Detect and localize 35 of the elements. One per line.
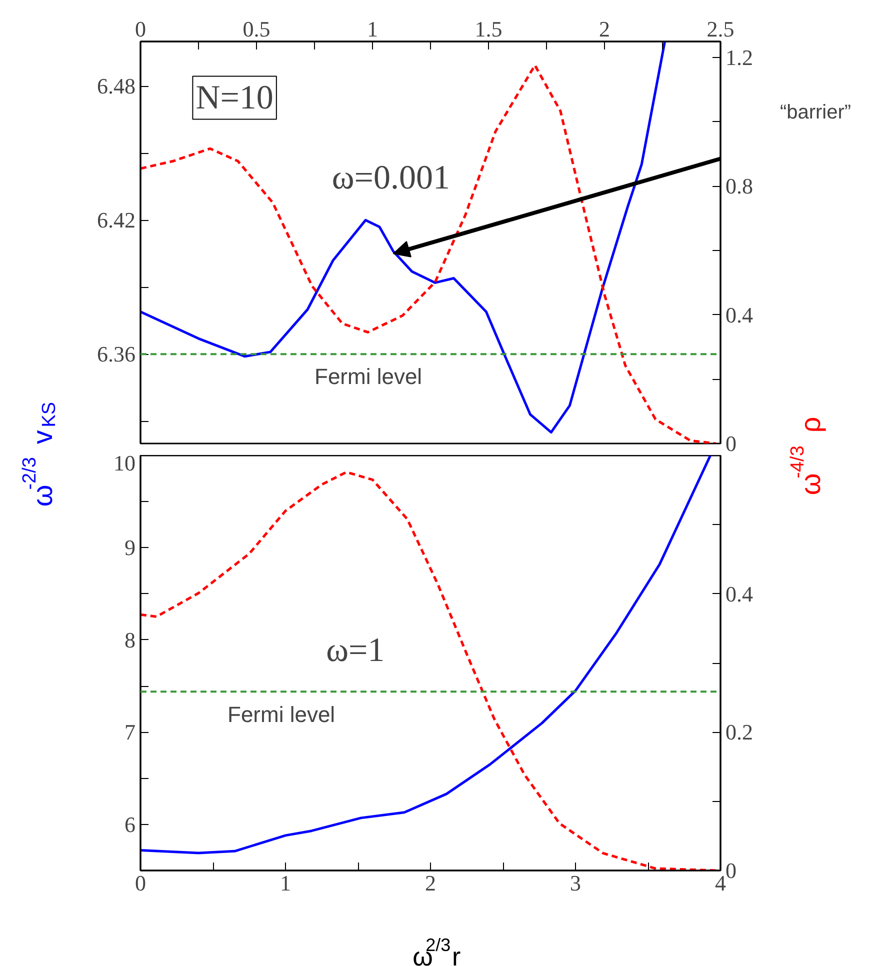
y-tick-label: 6.48: [97, 74, 136, 99]
annotation: “barrier”: [780, 102, 852, 124]
y2-tick-label: 0: [726, 431, 736, 456]
x-tick-label: 4: [715, 870, 726, 896]
x-tick-label: 0.5: [242, 16, 270, 42]
x-tick-label: 2: [599, 16, 610, 42]
y2-axis-title: ω-4/3ρ: [787, 416, 826, 496]
y-tick-label: 8: [124, 627, 136, 652]
x-tick-label: 2: [425, 870, 436, 896]
x-tick-label: 0: [135, 870, 146, 896]
ref-line-label: Fermi level: [228, 702, 336, 727]
y2-tick-label: 0.8: [726, 174, 753, 199]
y-tick-label: 10: [114, 450, 136, 476]
ref-line-label: Fermi level: [314, 364, 422, 390]
x-tick-label: 1: [367, 16, 378, 42]
y2-tick-label: 0.2: [726, 720, 753, 745]
y-tick-label: 6: [124, 812, 136, 837]
x-tick-label: 0: [135, 16, 146, 42]
line-series: [140, 64, 718, 444]
x-tick-label: 1.5: [474, 16, 502, 42]
y-tick-label: 7: [124, 720, 136, 745]
y2-tick-label: 0.4: [726, 302, 753, 328]
line-series: [140, 42, 666, 434]
y-tick-label: 6.36: [97, 342, 136, 367]
annotation: N=10: [196, 79, 274, 116]
annotation: ω=1: [326, 632, 385, 670]
x-tick-label: 2.5: [706, 16, 734, 42]
x-tick-label: 3: [570, 870, 581, 896]
y-axis-title: ω-2/3vKS: [19, 402, 60, 507]
annotation: ω=0.001: [332, 160, 450, 197]
y-tick-label: 9: [124, 535, 136, 560]
y-tick-label: 6.42: [97, 208, 136, 233]
y2-tick-label: 0.4: [726, 581, 753, 606]
y2-tick-label: 1.2: [726, 45, 753, 70]
x-tick-label: 1: [280, 870, 291, 896]
